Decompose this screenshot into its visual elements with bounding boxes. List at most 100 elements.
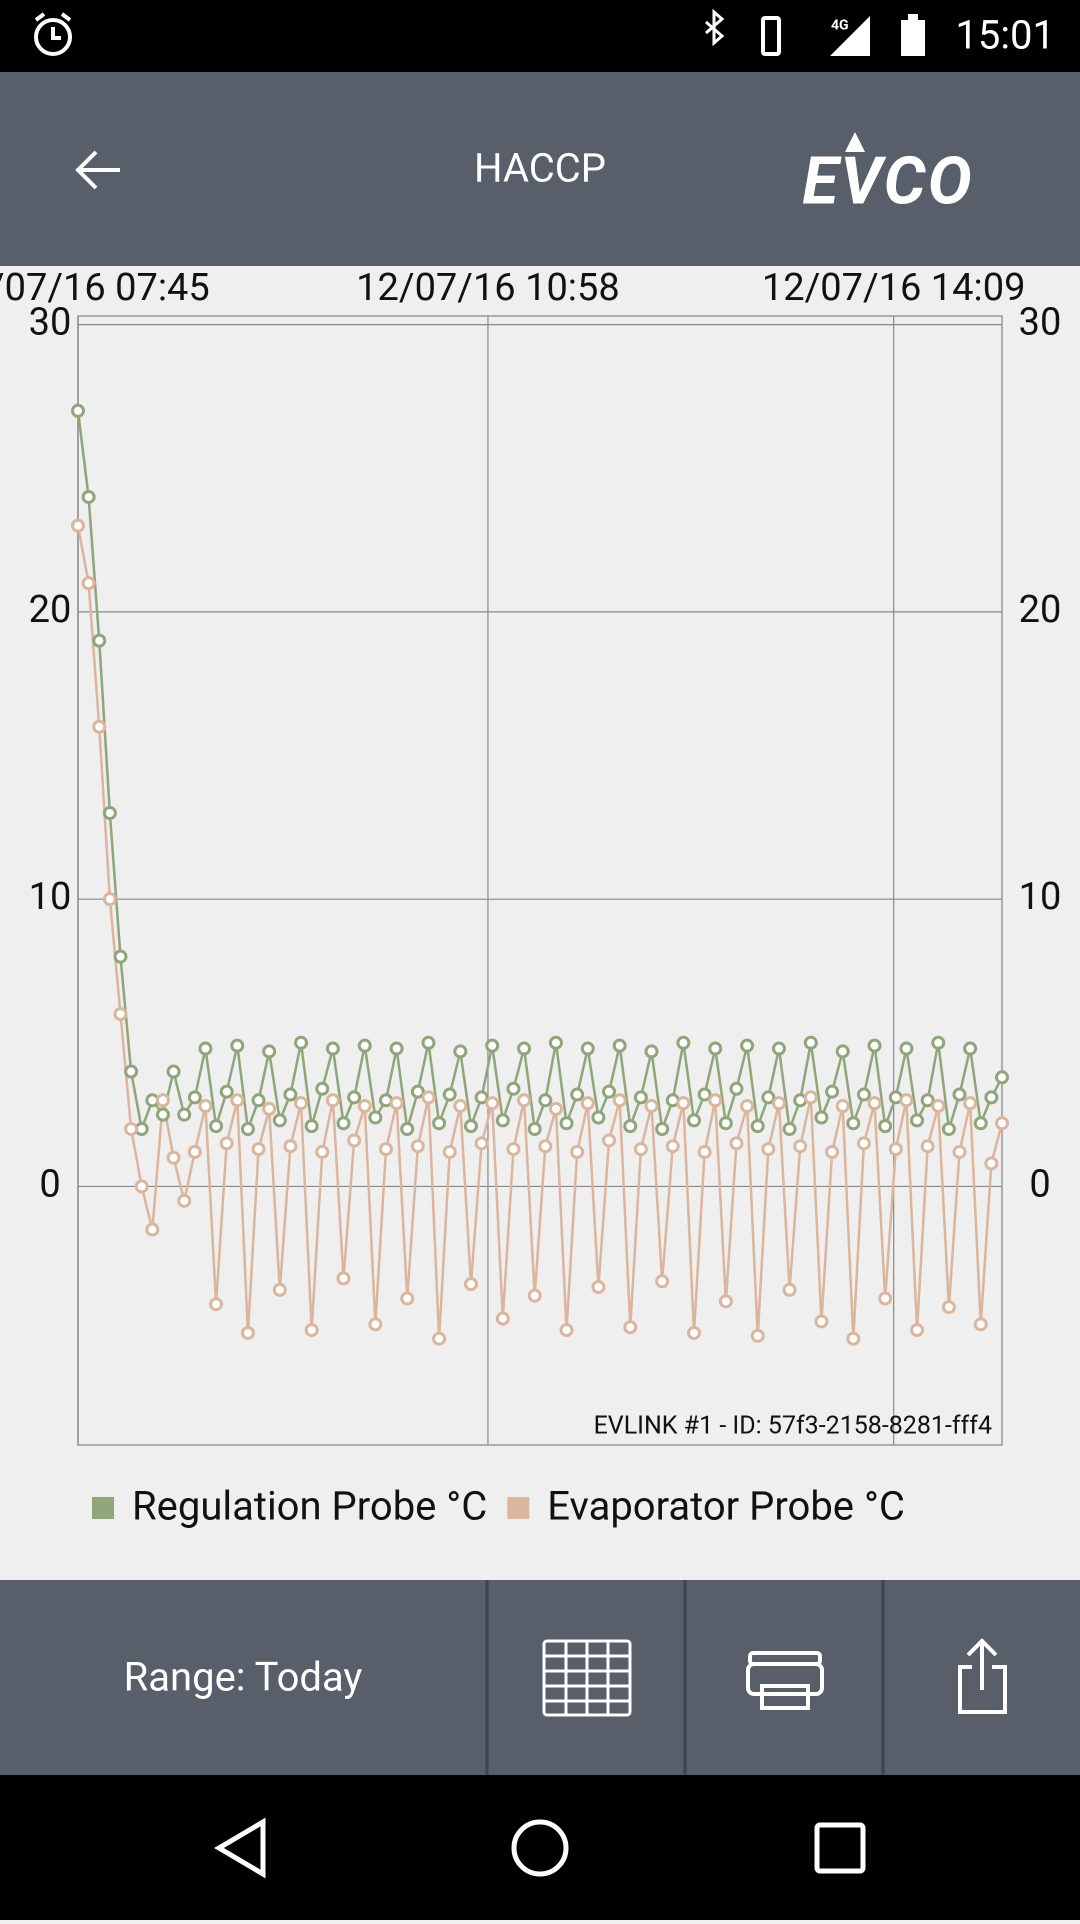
y-tick-label: 20 <box>29 588 72 632</box>
y-tick-label: 30 <box>29 301 72 345</box>
data-point <box>825 1144 840 1159</box>
data-point <box>782 1282 797 1297</box>
data-point <box>71 518 85 533</box>
legend-label: Regulation Probe °C <box>132 1483 487 1530</box>
data-point <box>803 1090 818 1105</box>
data-point <box>931 1035 946 1050</box>
data-point <box>506 1081 521 1096</box>
nav-home[interactable] <box>511 1819 569 1877</box>
data-point <box>920 1139 935 1154</box>
data-point <box>240 1121 255 1136</box>
bluetooth-icon <box>705 8 725 47</box>
alarm-icon <box>34 12 72 56</box>
data-point <box>612 1038 627 1053</box>
data-point <box>570 1087 585 1102</box>
data-point <box>463 1277 478 1292</box>
data-point <box>538 1093 553 1108</box>
data-point <box>623 1320 638 1335</box>
back-button[interactable] <box>75 150 120 190</box>
data-point <box>347 1090 362 1105</box>
data-point <box>315 1081 330 1096</box>
data-point <box>389 1096 404 1111</box>
data-point <box>102 805 117 820</box>
nav-recents[interactable] <box>814 1822 866 1874</box>
legend-swatch <box>507 1497 530 1519</box>
nav-back[interactable] <box>214 1817 266 1879</box>
data-point <box>548 1035 563 1050</box>
data-point <box>761 1142 776 1157</box>
data-point <box>591 1279 606 1294</box>
data-point <box>400 1291 415 1306</box>
data-point <box>644 1044 659 1059</box>
app-bar <box>0 72 1080 266</box>
data-point <box>740 1038 755 1053</box>
toolbar <box>0 1580 1080 1775</box>
data-point <box>325 1041 340 1056</box>
y-tick-label: 0 <box>39 1162 60 1206</box>
y-tick-label: 10 <box>29 875 72 919</box>
data-point <box>559 1323 574 1338</box>
y2-tick-label: 30 <box>1019 301 1062 345</box>
data-point <box>283 1139 298 1154</box>
data-point <box>952 1087 967 1102</box>
data-point <box>294 1096 309 1111</box>
data-point <box>527 1288 542 1303</box>
data-point <box>910 1113 925 1128</box>
app-title: HACCP <box>474 145 606 192</box>
data-point <box>867 1038 882 1053</box>
data-point <box>92 719 107 734</box>
data-point <box>485 1096 500 1111</box>
x-tick-label: 12/07/16 07:45 <box>0 266 210 310</box>
data-point <box>708 1093 723 1108</box>
data-point <box>368 1317 383 1332</box>
data-point <box>230 1093 245 1108</box>
data-point <box>368 1110 383 1125</box>
data-point <box>963 1096 978 1111</box>
data-point <box>580 1096 595 1111</box>
data-point <box>155 1093 170 1108</box>
x-tick-label: 12/07/16 14:09 <box>762 266 1026 310</box>
clock: 15:01 <box>955 12 1055 59</box>
data-point <box>984 1156 999 1171</box>
data-point <box>347 1133 362 1148</box>
data-point <box>325 1093 340 1108</box>
data-point <box>198 1041 213 1056</box>
data-point <box>591 1110 606 1125</box>
data-point <box>304 1323 319 1338</box>
data-point <box>71 403 85 418</box>
y2-tick-label: 0 <box>1029 1162 1050 1206</box>
y2-tick-label: 10 <box>1019 875 1062 919</box>
range-button[interactable]: Range: Today <box>124 1654 363 1701</box>
data-point <box>750 1328 765 1343</box>
data-point <box>633 1090 648 1105</box>
data-point <box>771 1041 786 1056</box>
data-point <box>718 1294 733 1309</box>
data-point <box>771 1096 786 1111</box>
data-point <box>283 1087 298 1102</box>
data-point <box>963 1041 978 1056</box>
table-button[interactable] <box>542 1639 632 1717</box>
print-button[interactable] <box>746 1651 824 1710</box>
legend-swatch <box>92 1497 114 1519</box>
data-point <box>209 1297 224 1312</box>
data-point <box>432 1331 447 1346</box>
data-point <box>878 1291 893 1306</box>
share-button[interactable] <box>958 1638 1007 1714</box>
data-point <box>453 1099 468 1114</box>
data-point <box>973 1317 988 1332</box>
data-point <box>995 1070 1009 1085</box>
battery-icon <box>901 20 925 56</box>
data-point <box>124 1121 139 1136</box>
data-point <box>81 576 96 591</box>
series-line <box>76 525 1004 1339</box>
nav-bar <box>0 1775 1080 1920</box>
legend-label: Evaporator Probe °C <box>547 1483 905 1530</box>
data-point <box>740 1099 755 1114</box>
data-point <box>729 1081 744 1096</box>
data-point <box>687 1113 701 1128</box>
data-point <box>410 1139 425 1154</box>
data-point <box>665 1139 680 1154</box>
data-point <box>803 1035 818 1050</box>
data-point <box>124 1064 139 1079</box>
data-point <box>262 1101 277 1116</box>
